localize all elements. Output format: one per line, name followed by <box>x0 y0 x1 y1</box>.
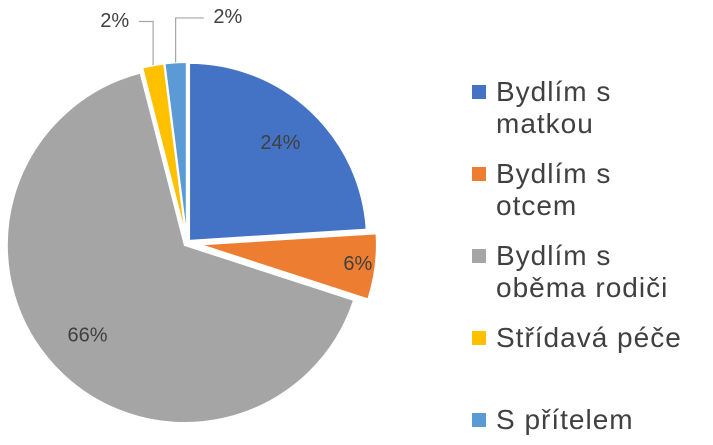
legend-swatch <box>472 167 486 181</box>
data-label: 6% <box>343 253 372 275</box>
legend-swatch <box>472 85 486 99</box>
data-label: 2% <box>100 10 129 32</box>
legend-swatch <box>472 331 486 345</box>
pie-slice <box>188 61 368 242</box>
leader-line <box>175 17 204 63</box>
data-label: 24% <box>260 132 300 154</box>
data-label: 66% <box>67 325 107 347</box>
legend-item: S přítelem <box>470 404 696 436</box>
legend-swatch <box>472 413 486 427</box>
legend-item: Bydlím s otcem <box>470 158 696 222</box>
legend-item: Střídavá péče <box>470 322 696 354</box>
legend-item: Bydlím s oběma rodiči <box>470 240 696 304</box>
legend-label: Bydlím s otcem <box>496 158 612 221</box>
legend-label: Bydlím s oběma rodiči <box>496 240 669 303</box>
pie-slice <box>5 71 356 425</box>
legend-item: Bydlím s matkou <box>470 76 696 140</box>
leader-line <box>138 20 154 66</box>
pie-slice <box>198 232 378 301</box>
legend: Bydlím s matkou Bydlím s otcem Bydlím s ob… <box>470 76 710 445</box>
pie-area: 24% 6% 66% 2% 2% <box>5 6 378 425</box>
legend-label: S přítelem <box>496 404 634 435</box>
legend-label: Bydlím s matkou <box>496 76 612 139</box>
legend-label: Střídavá péče <box>496 322 682 353</box>
data-label: 2% <box>213 6 242 28</box>
legend-swatch <box>472 249 486 263</box>
